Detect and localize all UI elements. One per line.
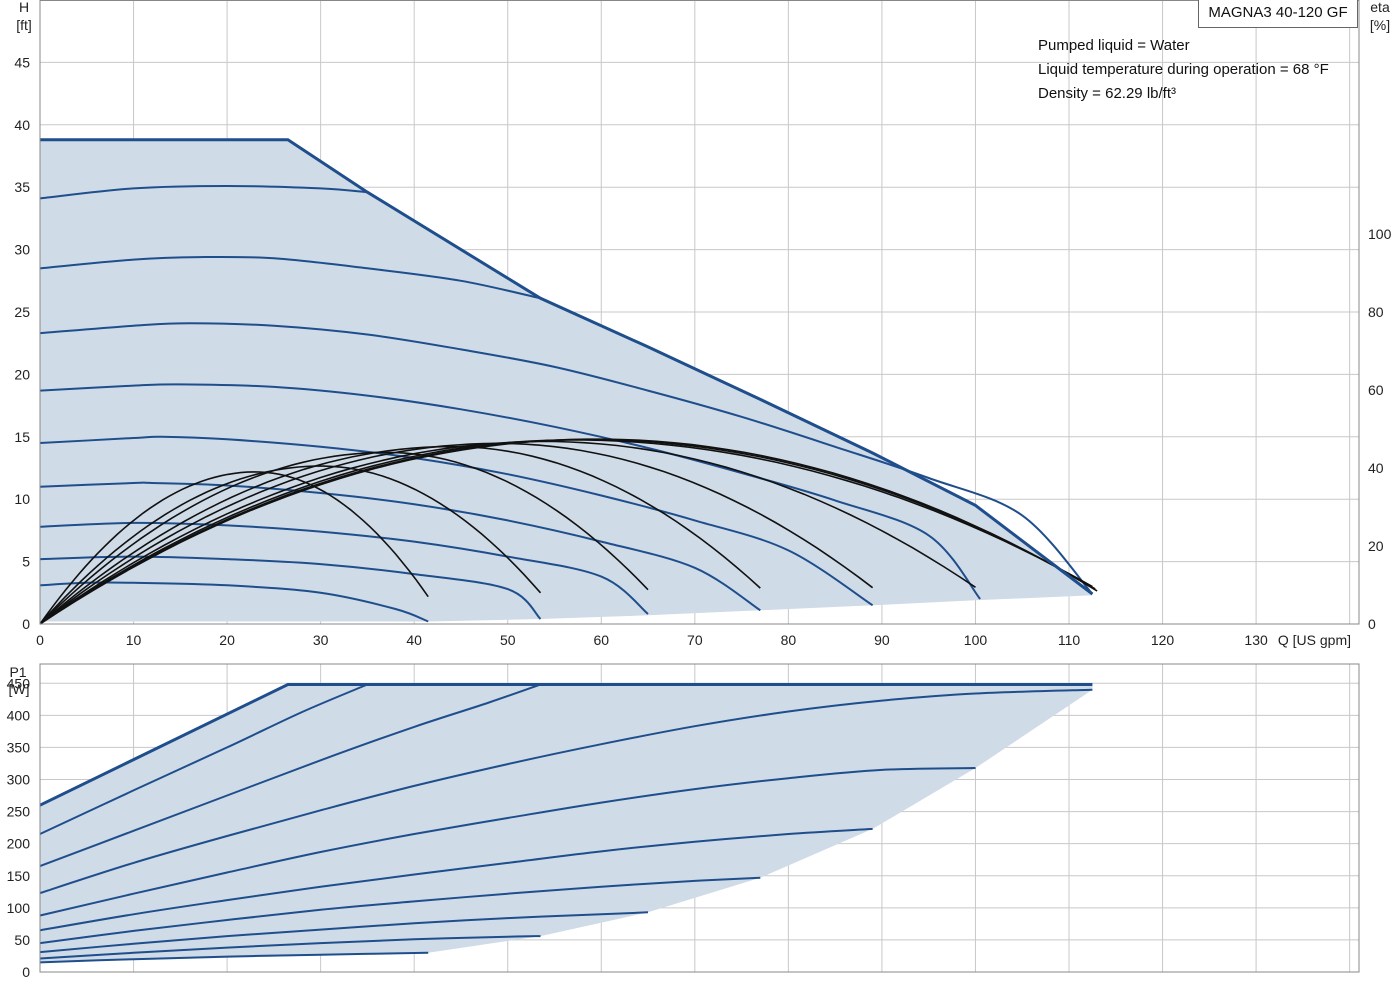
head-axis-unit: [ft]	[16, 17, 32, 33]
head-tick-45: 45	[14, 54, 30, 70]
efficiency-curve-5	[39, 442, 874, 625]
head-speed-curve-6	[39, 481, 761, 612]
power-speed-curve-9	[39, 951, 429, 964]
head-max-curve	[40, 138, 1094, 596]
flow-tick-130: 130	[1244, 632, 1268, 648]
head-speed-curve-8	[39, 555, 542, 620]
power-speed-curve-6	[39, 876, 761, 945]
flow-tick-110: 110	[1058, 632, 1081, 648]
power-tick-50: 50	[14, 932, 30, 948]
power-tick-250: 250	[7, 804, 31, 820]
head-speed-curve-5	[39, 435, 874, 607]
flow-tick-20: 20	[219, 632, 235, 648]
power-envelope-area	[40, 684, 1093, 963]
efficiency-tick-0: 0	[1368, 616, 1376, 632]
head-tick-5: 5	[22, 554, 30, 570]
condition-density: Density = 62.29 lb/ft³	[1038, 85, 1176, 102]
efficiency-curve-1	[39, 471, 429, 625]
flow-tick-60: 60	[593, 632, 609, 648]
head-tick-labels: 0 5 10 15 20 25 30 35 40 45	[14, 54, 30, 632]
power-max-curve	[39, 683, 1093, 807]
flow-tick-80: 80	[781, 632, 797, 648]
efficiency-curve-4	[39, 445, 761, 625]
efficiency-axis-label: eta	[1370, 0, 1390, 15]
efficiency-tick-100: 100	[1368, 226, 1392, 242]
flow-tick-100: 100	[964, 632, 988, 648]
pump-model-label: MAGNA3 40-120 GF	[1198, 0, 1358, 28]
flow-tick-50: 50	[500, 632, 516, 648]
head-efficiency-panel: 0 10 20 30 40 50 60 70 80 90 100 110 120 130 0 5 10 15 20…	[14, 0, 1392, 648]
efficiency-curves	[39, 438, 1098, 625]
power-tick-400: 400	[7, 707, 31, 723]
head-speed-curve-1	[39, 184, 368, 200]
power-axis-label: P1	[9, 664, 26, 680]
power-tick-450: 450	[7, 675, 31, 691]
head-speed-curve-3	[39, 322, 1094, 595]
efficiency-curve-2	[39, 465, 542, 625]
condition-liquid-temperature: Liquid temperature during operation = 68…	[1038, 61, 1329, 78]
efficiency-curve-3	[39, 451, 649, 625]
flow-tick-0: 0	[36, 632, 44, 648]
head-speed-curves	[39, 184, 1094, 623]
flow-tick-40: 40	[406, 632, 422, 648]
head-tick-15: 15	[14, 429, 30, 445]
power-speed-curve-4	[39, 767, 976, 917]
condition-pumped-liquid: Pumped liquid = Water	[1038, 37, 1190, 54]
flow-tick-10: 10	[126, 632, 142, 648]
head-tick-10: 10	[14, 491, 30, 507]
power-plot-frame	[39, 663, 1360, 973]
head-speed-curve-2	[39, 255, 541, 300]
head-speed-curve-9	[39, 581, 429, 623]
efficiency-tick-20: 20	[1368, 538, 1384, 554]
power-panel: 0 50 100 150 200 250 300 350 400 450 P1 [W]	[7, 663, 1360, 980]
head-tick-0: 0	[22, 616, 30, 632]
head-plot-frame	[39, 0, 1360, 625]
head-tick-30: 30	[14, 242, 30, 258]
efficiency-axis-unit: [%]	[1370, 17, 1390, 33]
flow-tick-120: 120	[1151, 632, 1175, 648]
power-tick-300: 300	[7, 772, 31, 788]
efficiency-tick-40: 40	[1368, 460, 1384, 476]
power-tick-100: 100	[7, 900, 31, 916]
efficiency-tick-labels: 0 20 40 60 80 100	[1368, 226, 1392, 632]
flow-tick-90: 90	[874, 632, 890, 648]
power-speed-curve-8	[39, 935, 541, 960]
efficiency-tick-60: 60	[1368, 382, 1384, 398]
head-envelope-area	[40, 139, 1093, 622]
power-speed-curve-5	[39, 827, 873, 932]
efficiency-tick-80: 80	[1368, 304, 1384, 320]
power-speed-curves	[39, 683, 1093, 964]
flow-tick-labels: 0 10 20 30 40 50 60 70 80 90 100 110 120 130	[36, 632, 1268, 648]
head-speed-curve-7	[39, 521, 649, 615]
power-speed-curve-7	[39, 911, 649, 954]
head-tick-25: 25	[14, 304, 30, 320]
head-tick-20: 20	[14, 366, 30, 382]
power-axis-unit: [W]	[9, 681, 30, 697]
power-tick-150: 150	[7, 868, 31, 884]
flow-tick-70: 70	[687, 632, 703, 648]
head-axis-label: H	[19, 0, 29, 15]
power-speed-curve-1	[39, 683, 368, 835]
power-speed-curve-3	[39, 688, 1093, 895]
head-speed-curve-4	[39, 383, 981, 600]
power-tick-200: 200	[7, 836, 31, 852]
efficiency-curve-9	[39, 438, 1098, 625]
power-tick-labels: 0 50 100 150 200 250 300 350 400 450	[7, 675, 31, 980]
flow-axis-label: Q [US gpm]	[1278, 632, 1351, 648]
flow-tick-30: 30	[313, 632, 329, 648]
power-speed-curve-2	[39, 683, 541, 868]
head-tick-40: 40	[14, 117, 30, 133]
power-tick-350: 350	[7, 739, 31, 755]
head-tick-35: 35	[14, 179, 30, 195]
power-tick-0: 0	[22, 964, 30, 980]
